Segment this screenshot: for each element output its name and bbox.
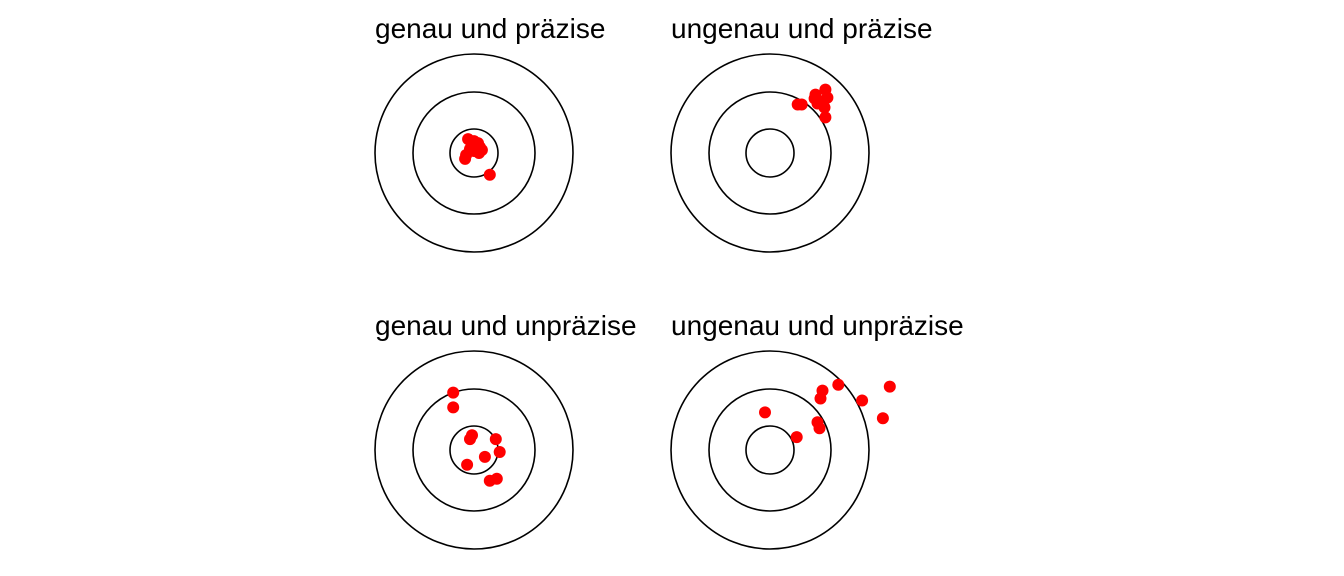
shot-mark	[489, 433, 502, 446]
inner-ring	[745, 128, 795, 178]
outer-ring	[374, 350, 574, 550]
shot-mark	[876, 412, 889, 425]
outer-ring	[374, 53, 574, 253]
panel-inaccurate-precise: ungenau und präzise	[670, 13, 933, 253]
shot-mark	[473, 147, 485, 159]
shot-mark	[790, 431, 803, 444]
middle-ring	[412, 388, 536, 512]
panel-title: genau und unpräzise	[375, 310, 637, 341]
shot-mark	[814, 392, 827, 405]
panel-title: ungenau und unpräzise	[671, 310, 964, 341]
shot-mark	[493, 446, 506, 458]
shot-mark	[883, 380, 896, 393]
shot-mark	[821, 91, 834, 104]
middle-ring	[708, 91, 832, 215]
shot-mark	[478, 450, 491, 463]
shot-mark	[795, 98, 808, 111]
shot-mark	[483, 474, 496, 487]
shot-mark	[832, 378, 845, 391]
shot-group	[791, 83, 834, 124]
inner-ring	[449, 128, 499, 178]
shot-mark	[818, 101, 831, 114]
shot-group	[759, 378, 896, 444]
shot-group	[459, 133, 496, 181]
panel-title: genau und präzise	[375, 13, 605, 44]
panel-inaccurate-imprecise: ungenau und unpräzise	[670, 310, 964, 550]
shot-mark	[759, 406, 771, 419]
outer-ring	[670, 53, 870, 253]
shot-mark	[856, 394, 869, 407]
panel-accurate-imprecise: genau und unpräzise	[374, 310, 637, 550]
panel-title: ungenau und präzise	[671, 13, 933, 44]
outer-ring	[670, 350, 870, 550]
middle-ring	[412, 91, 536, 215]
shot-mark	[461, 458, 474, 471]
middle-ring	[708, 388, 832, 512]
shot-mark	[464, 433, 476, 446]
panel-accurate-precise: genau und präzise	[374, 13, 605, 253]
shot-mark	[819, 111, 832, 124]
shot-mark	[483, 168, 496, 181]
inner-ring	[745, 425, 795, 475]
shot-mark	[459, 152, 472, 165]
shot-mark	[447, 386, 460, 399]
shot-mark	[813, 422, 826, 435]
shot-group	[447, 386, 506, 487]
shot-mark	[447, 401, 460, 414]
